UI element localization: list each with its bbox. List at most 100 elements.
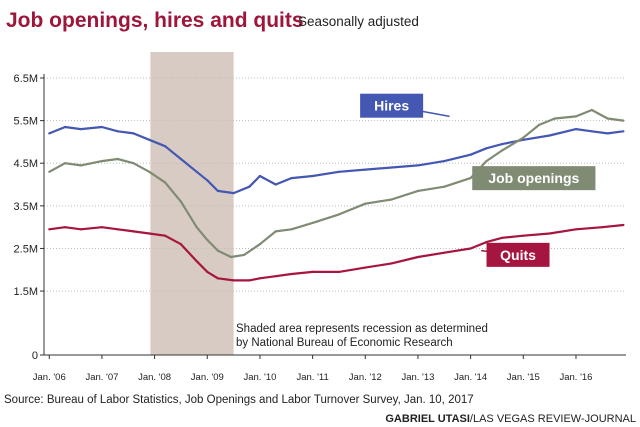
data-point-job-openings xyxy=(574,115,578,118)
y-tick-label: 5.5M xyxy=(14,116,38,128)
data-point-job-openings xyxy=(416,189,420,192)
data-point-hires xyxy=(364,168,367,171)
data-point-hires xyxy=(132,132,135,135)
x-tick-label: Jan. '15 xyxy=(507,372,540,383)
data-point-quits xyxy=(274,275,277,278)
data-point-quits xyxy=(100,226,103,229)
data-point-quits xyxy=(195,260,198,263)
data-point-job-openings xyxy=(258,243,261,246)
plot-area: 0 1.5M 2.5M 3.5M 4.5M 5.5M 6.5M Jan. '06 Jan. '0… xyxy=(14,52,626,383)
data-point-hires xyxy=(206,179,209,182)
data-point-quits xyxy=(622,223,625,227)
data-point-quits xyxy=(148,232,151,235)
data-point-hires xyxy=(390,166,393,169)
data-point-quits xyxy=(232,279,235,282)
data-point-hires xyxy=(195,170,198,173)
data-point-job-openings xyxy=(538,123,541,126)
data-point-job-openings xyxy=(390,198,393,201)
data-point-job-openings xyxy=(606,117,609,120)
data-point-job-openings xyxy=(553,117,557,120)
data-point-hires xyxy=(64,125,67,129)
data-point-job-openings xyxy=(195,226,198,229)
data-point-quits xyxy=(258,277,261,280)
data-point-quits xyxy=(132,230,135,233)
data-point-job-openings xyxy=(64,162,67,165)
data-point-job-openings xyxy=(116,157,119,161)
data-point-quits xyxy=(216,277,219,280)
data-point-quits xyxy=(364,266,367,269)
data-point-quits xyxy=(179,243,182,246)
y-tick-label: 4.5M xyxy=(14,158,38,170)
data-point-hires xyxy=(443,160,446,163)
x-tick-label: Jan. '14 xyxy=(454,372,487,383)
legend-label-quits: Quits xyxy=(500,247,536,263)
data-point-quits xyxy=(390,262,393,265)
data-point-quits xyxy=(522,234,525,237)
data-point-job-openings xyxy=(100,160,103,163)
data-point-hires xyxy=(416,164,420,167)
data-point-job-openings xyxy=(216,249,219,252)
data-point-hires xyxy=(100,125,103,129)
data-point-quits xyxy=(116,228,119,231)
data-point-quits xyxy=(164,234,167,237)
data-point-job-openings xyxy=(485,160,488,163)
data-point-job-openings xyxy=(148,170,151,173)
data-point-quits xyxy=(64,226,67,229)
data-point-hires xyxy=(606,132,609,135)
data-point-quits xyxy=(469,247,472,250)
data-point-job-openings xyxy=(337,213,341,216)
y-tick-label: 6.5M xyxy=(14,73,38,85)
data-point-quits xyxy=(443,251,446,254)
data-point-job-openings xyxy=(132,162,135,165)
data-point-hires xyxy=(290,177,293,180)
y-tick-label: 3.5M xyxy=(14,201,38,213)
data-point-hires xyxy=(337,170,341,173)
data-point-quits xyxy=(574,228,578,231)
source-note: Source: Bureau of Labor Statistics, Job … xyxy=(4,394,474,406)
data-point-job-openings xyxy=(311,221,314,224)
y-tick-label: 0 xyxy=(32,350,38,362)
x-tick-label: Jan. '06 xyxy=(33,372,66,383)
data-point-quits xyxy=(248,279,251,282)
credit-org: /LAS VEGAS REVIEW-JOURNAL xyxy=(470,413,636,425)
data-point-hires xyxy=(258,174,261,178)
data-point-job-openings xyxy=(164,181,167,184)
x-tick-label: Jan. '11 xyxy=(296,372,328,383)
x-tick-label: Jan. '12 xyxy=(349,372,382,383)
data-point-hires xyxy=(501,143,504,146)
data-point-job-openings xyxy=(79,164,82,167)
data-point-hires xyxy=(590,130,593,133)
data-point-job-openings xyxy=(522,136,525,139)
data-point-job-openings xyxy=(469,177,472,180)
data-point-job-openings xyxy=(243,253,246,256)
data-point-job-openings xyxy=(290,228,293,231)
data-point-hires xyxy=(179,157,182,161)
data-point-hires xyxy=(48,132,51,135)
series-label-box-job-openings xyxy=(472,166,596,191)
x-tick-label: Jan. '07 xyxy=(85,372,118,383)
data-point-quits xyxy=(548,232,551,235)
data-point-hires xyxy=(548,134,551,137)
data-point-hires xyxy=(116,130,119,133)
data-point-hires xyxy=(274,183,277,186)
x-tick-label: Jan. '13 xyxy=(401,372,434,383)
data-point-job-openings xyxy=(229,255,233,259)
data-point-job-openings xyxy=(590,108,593,112)
data-point-hires xyxy=(311,174,314,178)
data-point-hires xyxy=(622,130,625,133)
recession-note-line-2: by National Bureau of Economic Research xyxy=(236,337,453,349)
data-point-quits xyxy=(290,272,293,276)
legend-label-hires: Hires xyxy=(374,98,409,114)
series-label-box-quits xyxy=(486,242,550,267)
data-point-quits xyxy=(501,236,504,239)
data-point-hires xyxy=(232,192,235,195)
data-point-job-openings xyxy=(48,170,51,173)
x-tick-label: Jan. '09 xyxy=(191,372,224,383)
data-point-hires xyxy=(79,128,82,131)
data-point-quits xyxy=(601,226,604,229)
data-point-quits xyxy=(337,270,341,273)
data-point-job-openings xyxy=(622,119,625,122)
data-point-quits xyxy=(206,270,209,273)
data-point-quits xyxy=(48,228,51,231)
